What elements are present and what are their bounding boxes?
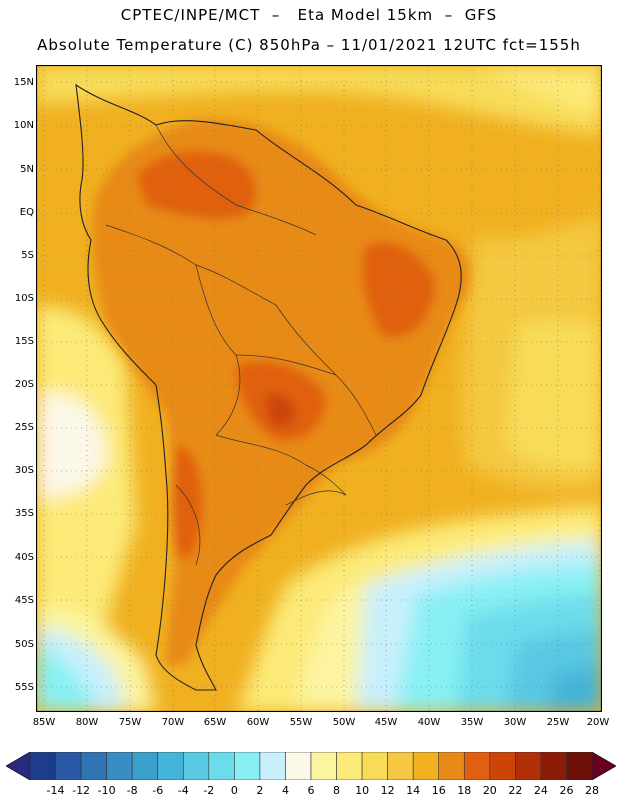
temperature-map — [36, 65, 602, 712]
colorbar-tick-label: 2 — [256, 784, 264, 797]
colorbar-tick-label: 6 — [307, 784, 315, 797]
chart-subtitle: Absolute Temperature (C) 850hPa – 11/01/… — [37, 36, 581, 54]
colorbar-cell — [540, 752, 567, 780]
lat-label-20s: 20S — [14, 379, 34, 390]
lat-label-40s: 40S — [14, 552, 34, 563]
colorbar-tick-label: 28 — [585, 784, 599, 797]
colorbar-tick-label: -10 — [97, 784, 116, 797]
lon-label-45w: 45W — [374, 717, 398, 728]
lat-label-10s: 10S — [14, 293, 34, 304]
colorbar-tick-label: 12 — [380, 784, 395, 797]
coastline — [75, 83, 462, 691]
colorbar-cell — [566, 752, 593, 780]
lon-label-30w: 30W — [503, 717, 527, 728]
colorbar-tick-label: 18 — [457, 784, 472, 797]
colorbar-cell — [29, 752, 56, 780]
lat-label-30s: 30S — [14, 465, 34, 476]
colorbar-tick-label: -8 — [126, 784, 138, 797]
colorbar-tick-label: 20 — [482, 784, 497, 797]
lat-label-50s: 50S — [14, 639, 34, 650]
colorbar-cell — [310, 752, 337, 780]
lon-label-40w: 40W — [417, 717, 441, 728]
lat-label-25s: 25S — [14, 422, 34, 433]
colorbar-cell — [55, 752, 82, 780]
colorbar-cell — [131, 752, 159, 780]
colorbar-cell — [361, 752, 388, 780]
colorbar-tick-label: 8 — [333, 784, 341, 797]
colorbar-tick-label: -6 — [152, 784, 164, 797]
lat-label-15s: 15S — [14, 336, 34, 347]
lat-label-45s: 45S — [14, 595, 34, 606]
colorbar-cell — [208, 752, 235, 780]
colorbar-tick-label: 24 — [533, 784, 548, 797]
colorbar-tick-label: 4 — [281, 784, 289, 797]
lat-label-15n: 15N — [13, 77, 34, 88]
lat-label-5s: 5S — [21, 250, 34, 261]
lon-label-85w: 85W — [32, 717, 56, 728]
colorbar-tick-label: -4 — [177, 784, 189, 797]
chart-title: CPTEC/INPE/MCT – Eta Model 15km – GFS — [120, 6, 498, 24]
colorbar-cell — [489, 752, 516, 780]
lon-label-20w: 20W — [586, 717, 610, 728]
colorbar-tick-label: 16 — [431, 784, 446, 797]
colorbar-cell — [463, 752, 491, 780]
colorbar-tick-label: 10 — [355, 784, 370, 797]
lat-label-35s: 35S — [14, 508, 34, 519]
lon-label-35w: 35W — [460, 717, 484, 728]
lat-label-eq: EQ — [19, 207, 34, 218]
colorbar-low-arrow — [6, 752, 31, 780]
colorbar-cell — [234, 752, 261, 780]
lat-label-5n: 5N — [20, 164, 34, 175]
colorbar-tick-label: 22 — [508, 784, 523, 797]
country-borders — [105, 124, 377, 566]
lon-label-80w: 80W — [75, 717, 99, 728]
lon-label-60w: 60W — [246, 717, 270, 728]
colorbar-cell — [157, 752, 184, 780]
lat-label-55s: 55S — [14, 682, 34, 693]
colorbar-tick-label: -2 — [203, 784, 215, 797]
colorbar-cell — [182, 752, 210, 780]
lat-label-10n: 10N — [13, 120, 34, 131]
colorbar-cell — [438, 752, 465, 780]
colorbar-cell — [106, 752, 133, 780]
colorbar-tick-label: -12 — [72, 784, 91, 797]
colorbar-high-arrow — [591, 752, 616, 780]
lon-label-50w: 50W — [332, 717, 356, 728]
colorbar-cell — [412, 752, 440, 780]
colorbar-tick-label: 26 — [559, 784, 574, 797]
colorbar-tick-label: -14 — [46, 784, 65, 797]
colorbar-tick-label: 14 — [406, 784, 421, 797]
colorbar — [6, 752, 616, 780]
lon-label-55w: 55W — [289, 717, 313, 728]
colorbar-cell — [336, 752, 363, 780]
colorbar-cell — [515, 752, 542, 780]
lon-label-65w: 65W — [203, 717, 227, 728]
lon-label-25w: 25W — [546, 717, 570, 728]
colorbar-cell — [259, 752, 286, 780]
colorbar-cell — [387, 752, 414, 780]
colorbar-cell — [80, 752, 107, 780]
colorbar-cell — [285, 752, 312, 780]
lon-label-70w: 70W — [161, 717, 185, 728]
lon-label-75w: 75W — [118, 717, 142, 728]
colorbar-tick-label: 0 — [230, 784, 238, 797]
